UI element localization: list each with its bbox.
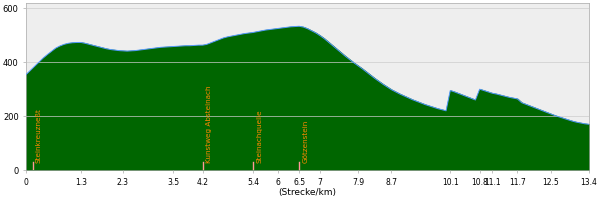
Text: Götzenstein: Götzenstein <box>302 120 308 163</box>
X-axis label: (Strecke/km): (Strecke/km) <box>278 188 337 197</box>
Text: Steinachquelle: Steinachquelle <box>256 110 262 163</box>
Text: Steinkreuzneßt: Steinkreuzneßt <box>36 109 42 163</box>
Text: Kunstweg Absteinach: Kunstweg Absteinach <box>206 86 212 163</box>
